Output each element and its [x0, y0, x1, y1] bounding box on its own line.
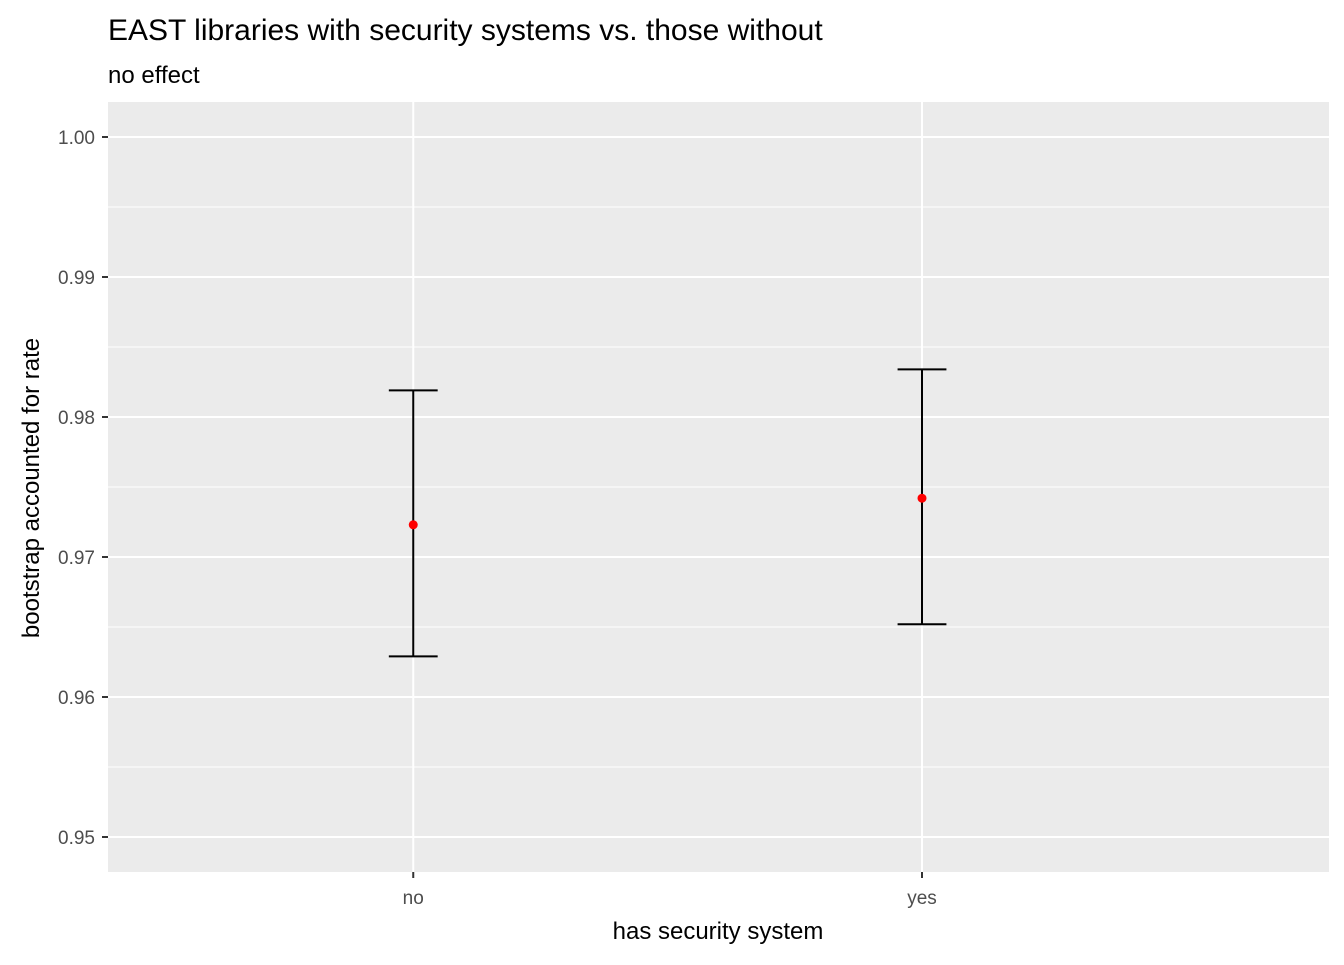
errorbar-yes — [897, 368, 947, 626]
point-estimate — [408, 520, 418, 530]
y-tick-label: 0.96 — [58, 688, 95, 709]
x-axis-title: has security system — [613, 918, 824, 945]
error-bars — [388, 368, 947, 658]
errorbar-no — [388, 389, 438, 658]
y-axis-title: bootstrap accounted for rate — [18, 338, 45, 638]
grid-major — [108, 102, 1329, 872]
point-estimate — [917, 493, 927, 503]
chart-subtitle: no effect — [108, 62, 200, 89]
chart-title: EAST libraries with security systems vs.… — [108, 14, 823, 47]
y-tick-label: 1.00 — [58, 128, 95, 149]
y-tick-label: 0.95 — [58, 828, 95, 849]
x-tick-label: no — [403, 888, 424, 909]
y-axis-ticks: 0.95 0.96 0.97 0.98 0.99 1.00 — [58, 128, 108, 849]
x-tick-label: yes — [907, 888, 937, 909]
x-axis-ticks: no yes — [403, 872, 937, 909]
y-tick-label: 0.98 — [58, 408, 95, 429]
y-tick-label: 0.99 — [58, 268, 95, 289]
y-tick-label: 0.97 — [58, 548, 95, 569]
grid-minor — [108, 206, 1329, 768]
